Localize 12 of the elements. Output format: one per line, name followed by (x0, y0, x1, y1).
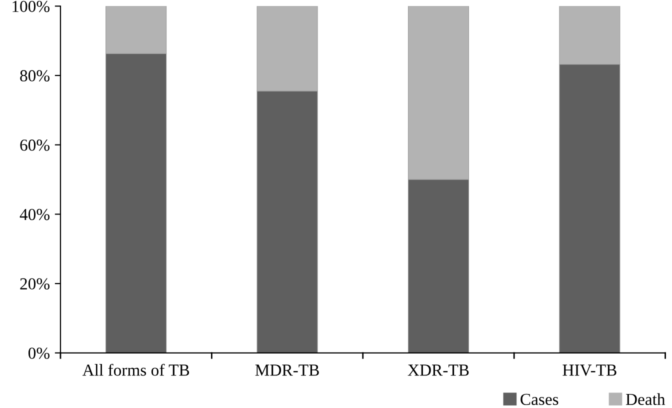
legend-label: Death (626, 393, 666, 406)
y-tick-label: 100% (12, 0, 50, 12)
legend-label: Cases (520, 394, 558, 406)
x-tick-label: XDR-TB (408, 364, 469, 376)
y-tick-label: 80% (20, 70, 50, 82)
x-tick-label: All forms of TB (82, 364, 190, 376)
x-tick-label: MDR-TB (255, 364, 319, 376)
y-tick-label: 0% (28, 348, 50, 359)
x-tick-label: HIV-TB (562, 364, 616, 376)
y-tick-label: 40% (20, 208, 50, 220)
y-tick-label: 60% (20, 140, 50, 151)
y-tick-label: 20% (20, 278, 50, 290)
